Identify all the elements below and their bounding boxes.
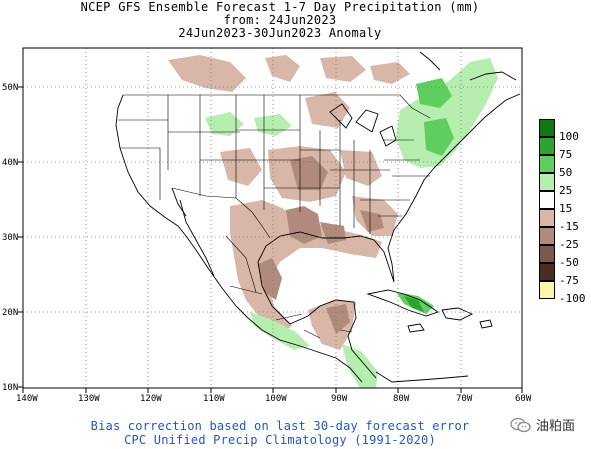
legend-label: -50 xyxy=(559,256,579,269)
gulf-of-california-coast xyxy=(171,187,187,217)
legend-label: 25 xyxy=(559,184,573,197)
maritime-coastline xyxy=(419,51,521,109)
dry-area-canada-west xyxy=(168,55,246,92)
map-title-line1: NCEP GFS Ensemble Forecast 1-7 Day Preci… xyxy=(80,0,480,14)
dry-area-texas-east xyxy=(286,206,322,244)
watermark: 油粕面 xyxy=(510,415,575,434)
latitude-labels: 50N 40N 30N 20N 10N xyxy=(2,83,18,393)
legend-row-minus100: -100 xyxy=(539,281,589,305)
legend-row-minus25: -25 xyxy=(539,227,589,251)
legend-row-75: 75 xyxy=(539,137,589,161)
lat-label-20n: 20N xyxy=(2,308,18,318)
dry-area-georgia xyxy=(360,210,384,232)
dry-area-colorado xyxy=(220,148,262,186)
legend-label: 75 xyxy=(559,148,573,161)
legend-swatch xyxy=(539,155,555,173)
us-state-borders xyxy=(118,95,430,234)
legend-swatch xyxy=(539,281,555,299)
legend-label: 15 xyxy=(559,202,573,215)
legend-swatch xyxy=(539,191,555,209)
dry-area-canada-central xyxy=(265,55,300,82)
lat-label-40n: 40N xyxy=(2,158,18,168)
latlon-grid xyxy=(23,48,522,388)
wet-area-new-england xyxy=(424,118,454,156)
map-title-line3: 24Jun2023-30Jun2023 Anomaly xyxy=(178,26,382,40)
dry-area-yucatan-core xyxy=(326,304,350,334)
lon-label-80w: 80W xyxy=(393,394,410,404)
legend-row-50: 50 xyxy=(539,155,589,179)
axis-ticks xyxy=(18,86,523,393)
wet-area-quebec xyxy=(416,78,452,108)
legend-swatch xyxy=(539,245,555,263)
legend-swatch xyxy=(539,119,555,137)
lon-label-70w: 70W xyxy=(456,394,473,404)
wet-area-central-america xyxy=(342,344,378,388)
lat-label-50n: 50N xyxy=(2,83,18,93)
wet-anomaly-areas xyxy=(205,58,498,388)
footer-bias-note: Bias correction based on last 30-day for… xyxy=(90,419,470,433)
lon-label-130w: 130W xyxy=(78,394,100,404)
coastlines xyxy=(115,51,521,383)
legend-label: -15 xyxy=(559,220,579,233)
lon-label-90w: 90W xyxy=(331,394,348,404)
legend-swatch xyxy=(539,137,555,155)
longitude-labels: 140W 130W 120W 110W 100W 90W 80W 70W 60W xyxy=(16,394,532,404)
wet-area-northeast xyxy=(396,58,498,168)
puerto-rico-outline xyxy=(479,319,493,329)
legend-swatch xyxy=(539,209,555,227)
mexico-state-borders xyxy=(225,235,353,339)
wechat-icon xyxy=(510,417,531,432)
lat-label-10n: 10N xyxy=(2,383,18,393)
pacific-coastline xyxy=(115,94,363,383)
legend-swatch xyxy=(539,173,555,191)
jamaica-outline xyxy=(407,323,425,333)
wet-area-cuba-core xyxy=(404,296,424,312)
legend-label: -75 xyxy=(559,274,579,287)
dry-area-upper-midwest xyxy=(305,92,350,128)
dry-anomaly-areas xyxy=(168,55,410,350)
us-canada-border xyxy=(123,94,431,119)
political-borders xyxy=(118,94,431,339)
dry-area-quebec xyxy=(370,62,410,84)
baja-california-coast xyxy=(179,199,215,277)
lon-label-110w: 110W xyxy=(203,394,225,404)
legend-row-minus50: -50 xyxy=(539,245,589,269)
dry-area-ohio-valley xyxy=(340,150,382,186)
dry-area-louisiana xyxy=(320,222,346,244)
legend-row-minus75: -75 xyxy=(539,263,589,287)
cuba-outline xyxy=(366,289,440,317)
lon-label-140w: 140W xyxy=(16,394,38,404)
legend-swatch xyxy=(539,263,555,281)
legend-label: 100 xyxy=(559,130,579,143)
lat-label-30n: 30N xyxy=(2,233,18,243)
legend-row-15: 15 xyxy=(539,191,589,215)
south-america-coast xyxy=(375,371,469,383)
dry-area-canada-east xyxy=(320,56,366,82)
watermark-text: 油粕面 xyxy=(535,419,575,434)
lon-label-100w: 100W xyxy=(265,394,287,404)
dry-area-missouri xyxy=(290,156,328,190)
legend-row-25: 25 xyxy=(539,173,589,197)
wet-area-mexico-pacific xyxy=(250,312,310,350)
lon-label-60w: 60W xyxy=(515,394,532,404)
legend-label: -25 xyxy=(559,238,579,251)
legend-label: -100 xyxy=(559,292,586,305)
us-mexico-border xyxy=(171,187,271,239)
legend-swatch xyxy=(539,227,555,245)
map-title-line2: from: 24Jun2023 xyxy=(223,13,337,27)
footer-climatology-note: CPC Unified Precip Climatology (1991-202… xyxy=(124,433,436,447)
legend-row-minus15: -15 xyxy=(539,209,589,233)
legend-row-100: 100 xyxy=(539,119,589,143)
legend-label: 50 xyxy=(559,166,573,179)
gulf-atlantic-coastline xyxy=(257,107,497,283)
lon-label-120w: 120W xyxy=(140,394,162,404)
wet-area-montana xyxy=(205,112,244,136)
hispaniola-outline xyxy=(441,307,474,321)
